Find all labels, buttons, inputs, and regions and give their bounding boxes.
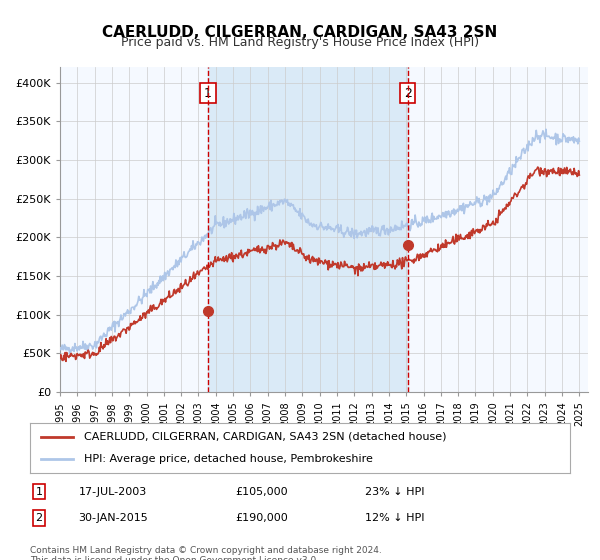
Text: Price paid vs. HM Land Registry's House Price Index (HPI): Price paid vs. HM Land Registry's House …	[121, 36, 479, 49]
Text: 2: 2	[404, 87, 412, 100]
Text: CAERLUDD, CILGERRAN, CARDIGAN, SA43 2SN (detached house): CAERLUDD, CILGERRAN, CARDIGAN, SA43 2SN …	[84, 432, 446, 442]
Bar	[208, 67, 407, 392]
Text: HPI: Average price, detached house, Pembrokeshire: HPI: Average price, detached house, Pemb…	[84, 454, 373, 464]
Text: 1: 1	[35, 487, 43, 497]
Text: 23% ↓ HPI: 23% ↓ HPI	[365, 487, 424, 497]
Text: £190,000: £190,000	[235, 513, 288, 523]
Text: Contains HM Land Registry data © Crown copyright and database right 2024.
This d: Contains HM Land Registry data © Crown c…	[30, 546, 382, 560]
Text: 12% ↓ HPI: 12% ↓ HPI	[365, 513, 424, 523]
Text: CAERLUDD, CILGERRAN, CARDIGAN, SA43 2SN: CAERLUDD, CILGERRAN, CARDIGAN, SA43 2SN	[103, 25, 497, 40]
Text: 1: 1	[204, 87, 212, 100]
Text: 17-JUL-2003: 17-JUL-2003	[79, 487, 147, 497]
Text: 30-JAN-2015: 30-JAN-2015	[79, 513, 148, 523]
Text: £105,000: £105,000	[235, 487, 288, 497]
Text: 2: 2	[35, 513, 43, 523]
